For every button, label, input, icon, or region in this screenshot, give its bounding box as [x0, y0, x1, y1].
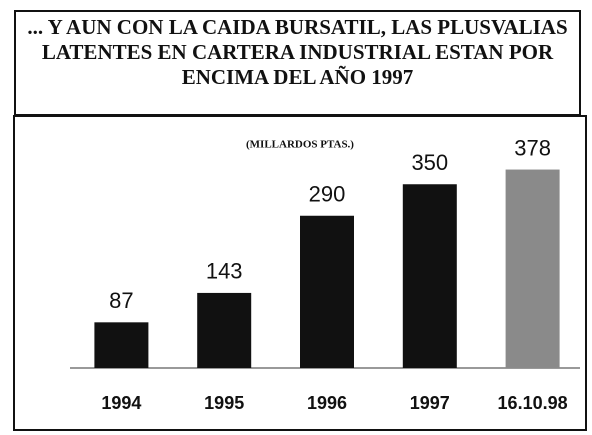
- x-tick-label: 1994: [101, 393, 141, 413]
- value-label: 143: [206, 259, 243, 284]
- value-label: 378: [514, 135, 551, 160]
- value-label: 350: [411, 150, 448, 175]
- x-tick-label: 1997: [410, 393, 450, 413]
- bar: [300, 215, 354, 368]
- bar: [402, 184, 457, 368]
- bar: [197, 292, 252, 368]
- subtitle: (MILLARDOS PTAS.): [246, 139, 354, 151]
- value-label: 87: [109, 288, 133, 313]
- bar: [94, 322, 149, 368]
- chart-title: ... Y AUN CON LA CAIDA BURSATIL, LAS PLU…: [14, 10, 581, 116]
- value-label: 290: [309, 182, 346, 207]
- x-tick-label: 1996: [307, 393, 347, 413]
- x-tick-label: 16.10.98: [498, 393, 568, 413]
- chart-frame: [13, 115, 587, 431]
- x-tick-label: 1995: [204, 393, 244, 413]
- bar: [505, 169, 560, 368]
